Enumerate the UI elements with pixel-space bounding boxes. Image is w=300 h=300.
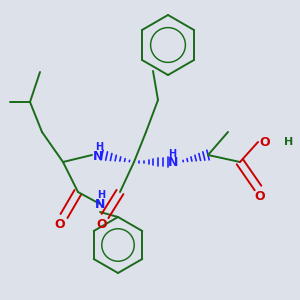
- Text: N: N: [93, 149, 103, 163]
- Text: O: O: [255, 190, 265, 202]
- Text: N: N: [95, 199, 105, 212]
- Text: H: H: [168, 149, 176, 159]
- Text: O: O: [55, 218, 65, 230]
- Text: H: H: [284, 137, 293, 147]
- Text: O: O: [259, 136, 270, 148]
- Text: H: H: [97, 190, 105, 200]
- Text: N: N: [168, 157, 178, 169]
- Text: O: O: [97, 218, 107, 230]
- Text: H: H: [95, 142, 103, 152]
